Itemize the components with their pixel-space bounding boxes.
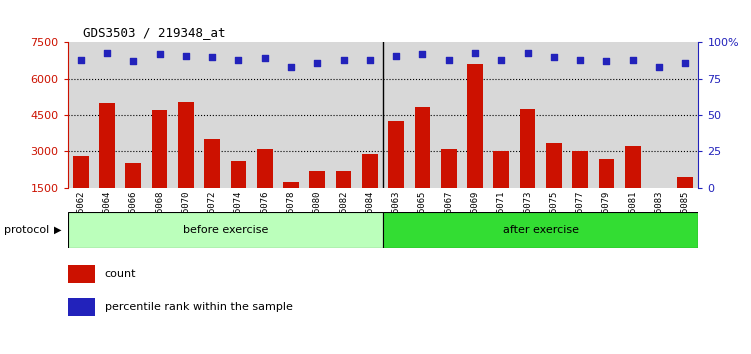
Point <box>548 54 560 60</box>
Bar <box>68 265 95 282</box>
Bar <box>383 212 698 248</box>
Point <box>128 58 140 64</box>
Point <box>443 57 455 63</box>
Bar <box>677 177 693 224</box>
Point <box>626 57 638 63</box>
Text: count: count <box>105 269 136 279</box>
Point <box>601 58 613 64</box>
Bar <box>651 188 667 224</box>
Point <box>416 51 428 57</box>
Point <box>575 57 587 63</box>
Point <box>233 57 245 63</box>
Text: GDS3503 / 219348_at: GDS3503 / 219348_at <box>83 26 225 39</box>
Bar <box>257 149 273 224</box>
Bar <box>73 156 89 224</box>
Bar <box>599 159 614 224</box>
Text: ▶: ▶ <box>54 225 62 235</box>
Bar <box>178 102 194 224</box>
Bar <box>283 182 299 224</box>
Bar <box>546 143 562 224</box>
Bar <box>362 154 378 224</box>
Point <box>180 53 192 58</box>
Point <box>496 57 508 63</box>
Point <box>679 60 691 65</box>
Point <box>154 51 166 57</box>
Bar <box>520 109 535 224</box>
Text: percentile rank within the sample: percentile rank within the sample <box>105 302 293 312</box>
Point <box>75 57 87 63</box>
Point <box>364 57 376 63</box>
Bar <box>231 161 246 224</box>
Bar <box>125 164 141 224</box>
Text: before exercise: before exercise <box>182 225 268 235</box>
Bar <box>388 121 404 224</box>
Bar <box>204 139 220 224</box>
Bar <box>309 171 325 224</box>
Point <box>521 50 533 56</box>
Bar <box>68 212 383 248</box>
Bar <box>99 103 115 224</box>
Bar <box>441 149 457 224</box>
Text: protocol: protocol <box>4 225 49 235</box>
Point <box>206 54 219 60</box>
Text: after exercise: after exercise <box>502 225 579 235</box>
Bar <box>415 107 430 224</box>
Bar <box>625 147 641 224</box>
Bar <box>467 64 483 224</box>
Bar <box>68 298 95 316</box>
Point <box>312 60 324 65</box>
Point <box>258 56 271 61</box>
Point <box>101 50 113 56</box>
Point <box>338 57 350 63</box>
Bar <box>493 152 509 224</box>
Point <box>285 64 297 70</box>
Point <box>391 53 403 58</box>
Bar <box>336 171 351 224</box>
Bar <box>572 152 588 224</box>
Bar <box>152 110 167 224</box>
Point <box>469 50 481 56</box>
Point <box>653 64 665 70</box>
